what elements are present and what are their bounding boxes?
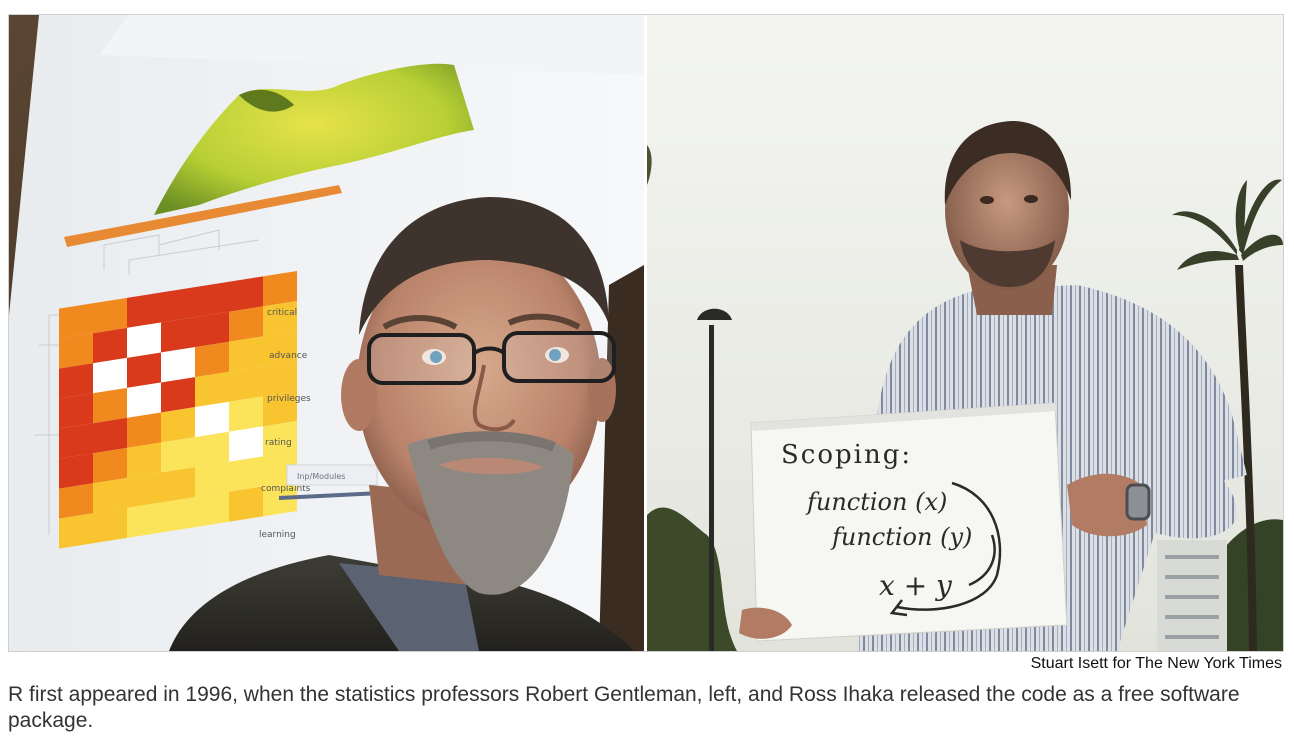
heatmap-cell bbox=[59, 363, 93, 399]
sign-line-title: Scoping: bbox=[781, 440, 912, 470]
heatmap-cell bbox=[127, 352, 161, 388]
heatmap-cell bbox=[93, 297, 127, 334]
heatmap-cell bbox=[161, 437, 195, 473]
heatmap bbox=[59, 270, 297, 549]
heatmap-cell bbox=[229, 456, 263, 492]
heatmap-cell bbox=[127, 442, 161, 478]
heatmap-cell bbox=[161, 407, 195, 443]
heatmap-cell bbox=[195, 371, 229, 408]
heatmap-label: rating bbox=[265, 438, 292, 448]
heatmap-labels: critical advance privileges rating compl… bbox=[259, 308, 311, 540]
heatmap-cell bbox=[161, 287, 195, 323]
heatmap-cell bbox=[195, 401, 229, 438]
heatmap-cell bbox=[59, 423, 93, 459]
sign-line-2: function (y) bbox=[830, 523, 972, 551]
heatmap-label: critical bbox=[267, 308, 297, 318]
heatmap-cell bbox=[263, 300, 297, 337]
heatmap-cell bbox=[195, 311, 229, 348]
heatmap-cell bbox=[59, 483, 93, 519]
heatmap-cell bbox=[229, 366, 263, 402]
heatmap-cell bbox=[263, 420, 297, 457]
heatmap-cell bbox=[127, 412, 161, 448]
heatmap-cell bbox=[161, 317, 195, 353]
heatmap-cell bbox=[229, 306, 263, 342]
heatmap-cell bbox=[161, 467, 195, 503]
photo-caption: R first appeared in 1996, when the stati… bbox=[8, 683, 1240, 732]
heatmap-cell bbox=[59, 393, 93, 429]
heatmap-label: advance bbox=[269, 351, 308, 361]
heatmap-cell bbox=[195, 431, 229, 468]
heatmap-cell bbox=[93, 507, 127, 544]
heatmap-cell bbox=[59, 513, 93, 549]
heatmap-cell bbox=[161, 377, 195, 413]
heatmap-cell bbox=[93, 417, 127, 454]
heatmap-cell bbox=[93, 357, 127, 394]
left-photo-scene: critical advance privileges rating compl… bbox=[9, 15, 644, 651]
right-photo: Scoping: function (x) function (y) x + y bbox=[647, 15, 1283, 651]
heatmap-cell bbox=[93, 387, 127, 424]
photo-divider bbox=[644, 15, 647, 651]
heatmap-cell bbox=[127, 322, 161, 358]
heatmap-cell bbox=[127, 472, 161, 508]
heatmap-cell bbox=[229, 396, 263, 432]
heatmap-cell bbox=[195, 341, 229, 378]
heatmap-cell bbox=[127, 502, 161, 538]
sign-board: Scoping: function (x) function (y) x + y bbox=[750, 402, 1068, 642]
heatmap-cell bbox=[195, 461, 229, 498]
panel-label: Inp/Modules bbox=[297, 472, 345, 481]
heatmap-cell bbox=[59, 453, 93, 489]
heatmap-cell bbox=[195, 281, 229, 318]
photo-credit: Stuart Isett for The New York Times bbox=[1030, 655, 1282, 672]
heatmap-cell bbox=[229, 426, 263, 462]
heatmap-label: learning bbox=[259, 530, 296, 540]
sign-line-1: function (x) bbox=[805, 488, 947, 516]
heatmap-cell bbox=[59, 303, 93, 339]
heatmap-cell bbox=[93, 477, 127, 514]
photo: critical advance privileges rating compl… bbox=[8, 14, 1284, 652]
heatmap-cell bbox=[195, 491, 229, 528]
heatmap-cell bbox=[127, 292, 161, 328]
heatmap-cell bbox=[263, 390, 297, 427]
sign-line-3: x + y bbox=[879, 569, 953, 602]
heatmap-cell bbox=[229, 486, 263, 522]
heatmap-cell bbox=[263, 330, 297, 367]
heatmap-label: complaints bbox=[261, 484, 311, 494]
heatmap-cell bbox=[229, 276, 263, 312]
heatmap-cell bbox=[93, 447, 127, 484]
heatmap-cell bbox=[127, 382, 161, 418]
heatmap-cell bbox=[161, 497, 195, 533]
heatmap-cell bbox=[161, 347, 195, 383]
heatmap-cell bbox=[93, 327, 127, 364]
heatmap-cell bbox=[229, 336, 263, 372]
heatmap-cell bbox=[59, 333, 93, 369]
left-photo: critical advance privileges rating compl… bbox=[9, 15, 644, 651]
heatmap-label: privileges bbox=[267, 394, 311, 404]
right-photo-scene: Scoping: function (x) function (y) x + y bbox=[647, 15, 1283, 651]
heatmap-cell bbox=[263, 360, 297, 397]
heatmap-cell bbox=[263, 270, 297, 307]
